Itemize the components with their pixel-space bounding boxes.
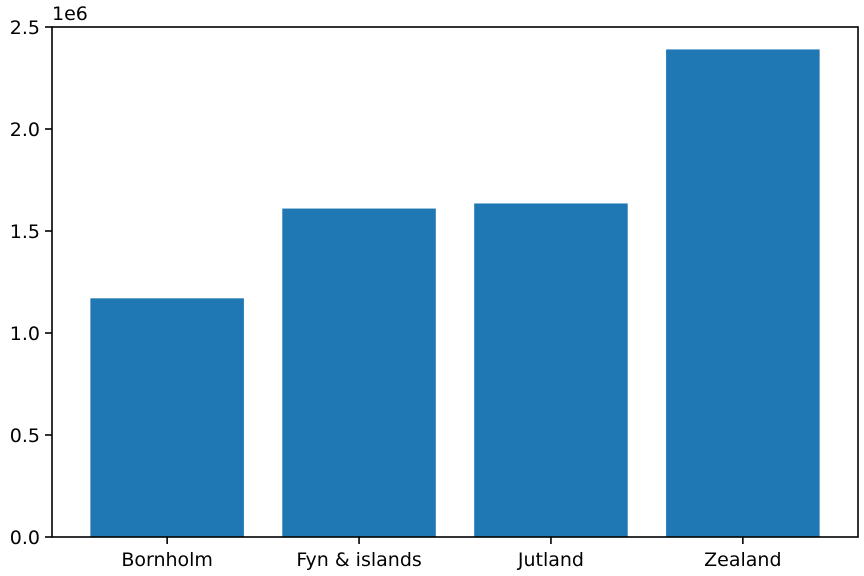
x-axis-ticks: Bornholm Fyn & islands Jutland Zealand	[121, 537, 782, 571]
x-tick-label: Fyn & islands	[296, 549, 421, 571]
y-tick-label: 1.5	[10, 221, 40, 243]
bar-1	[282, 208, 436, 537]
y-tick-label: 0.5	[10, 425, 40, 447]
y-axis-ticks: 0.0 0.5 1.0 1.5 2.0 2.5	[10, 17, 52, 549]
x-tick-label: Jutland	[517, 549, 584, 571]
y-tick-label: 2.5	[10, 17, 40, 39]
plot-frame	[51, 26, 859, 538]
y-tick-label: 1.0	[10, 323, 40, 345]
y-tick-label: 0.0	[10, 527, 40, 549]
bar-2	[474, 203, 628, 537]
y-axis-offset-label: 1e6	[52, 3, 88, 25]
bars	[90, 49, 820, 537]
bar-0	[90, 298, 244, 537]
x-tick-label: Bornholm	[121, 549, 213, 571]
bar-3	[666, 49, 820, 537]
x-tick-label: Zealand	[704, 549, 781, 571]
y-tick-label: 2.0	[10, 119, 40, 141]
